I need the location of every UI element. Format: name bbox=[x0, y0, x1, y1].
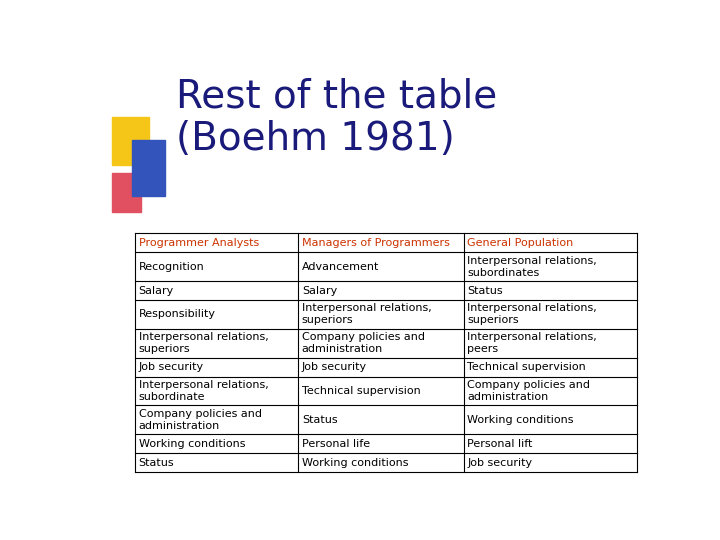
Text: Technical supervision: Technical supervision bbox=[302, 386, 420, 396]
Text: Company policies and
administration: Company policies and administration bbox=[138, 409, 261, 431]
Text: Working conditions: Working conditions bbox=[467, 415, 574, 424]
Text: Interpersonal relations,
superiors: Interpersonal relations, superiors bbox=[302, 303, 431, 326]
Text: Managers of Programmers: Managers of Programmers bbox=[302, 238, 449, 248]
Text: Rest of the table
(Boehm 1981): Rest of the table (Boehm 1981) bbox=[176, 77, 498, 158]
Text: Interpersonal relations,
peers: Interpersonal relations, peers bbox=[467, 332, 597, 354]
Bar bbox=[112, 117, 148, 165]
Text: Company policies and
administration: Company policies and administration bbox=[302, 332, 425, 354]
Text: Programmer Analysts: Programmer Analysts bbox=[138, 238, 258, 248]
Text: Interpersonal relations,
superiors: Interpersonal relations, superiors bbox=[138, 332, 269, 354]
Text: Job security: Job security bbox=[138, 362, 204, 372]
Text: Job security: Job security bbox=[467, 458, 533, 468]
Text: Interpersonal relations,
subordinate: Interpersonal relations, subordinate bbox=[138, 380, 269, 402]
Text: Personal life: Personal life bbox=[302, 438, 370, 449]
Bar bbox=[132, 140, 166, 196]
Text: Interpersonal relations,
subordinates: Interpersonal relations, subordinates bbox=[467, 255, 597, 278]
Bar bbox=[112, 173, 141, 212]
Text: Working conditions: Working conditions bbox=[302, 458, 408, 468]
Text: Status: Status bbox=[138, 458, 174, 468]
Text: Interpersonal relations,
superiors: Interpersonal relations, superiors bbox=[467, 303, 597, 326]
Text: Salary: Salary bbox=[302, 286, 337, 295]
Text: Recognition: Recognition bbox=[138, 262, 204, 272]
Text: Advancement: Advancement bbox=[302, 262, 379, 272]
Text: Technical supervision: Technical supervision bbox=[467, 362, 586, 372]
Text: Status: Status bbox=[467, 286, 503, 295]
Text: Company policies and
administration: Company policies and administration bbox=[467, 380, 590, 402]
Text: Working conditions: Working conditions bbox=[138, 438, 245, 449]
Text: General Population: General Population bbox=[467, 238, 574, 248]
Text: Responsibility: Responsibility bbox=[138, 309, 215, 320]
Text: Personal lift: Personal lift bbox=[467, 438, 533, 449]
Text: Job security: Job security bbox=[302, 362, 367, 372]
Text: Status: Status bbox=[302, 415, 338, 424]
Text: Salary: Salary bbox=[138, 286, 174, 295]
